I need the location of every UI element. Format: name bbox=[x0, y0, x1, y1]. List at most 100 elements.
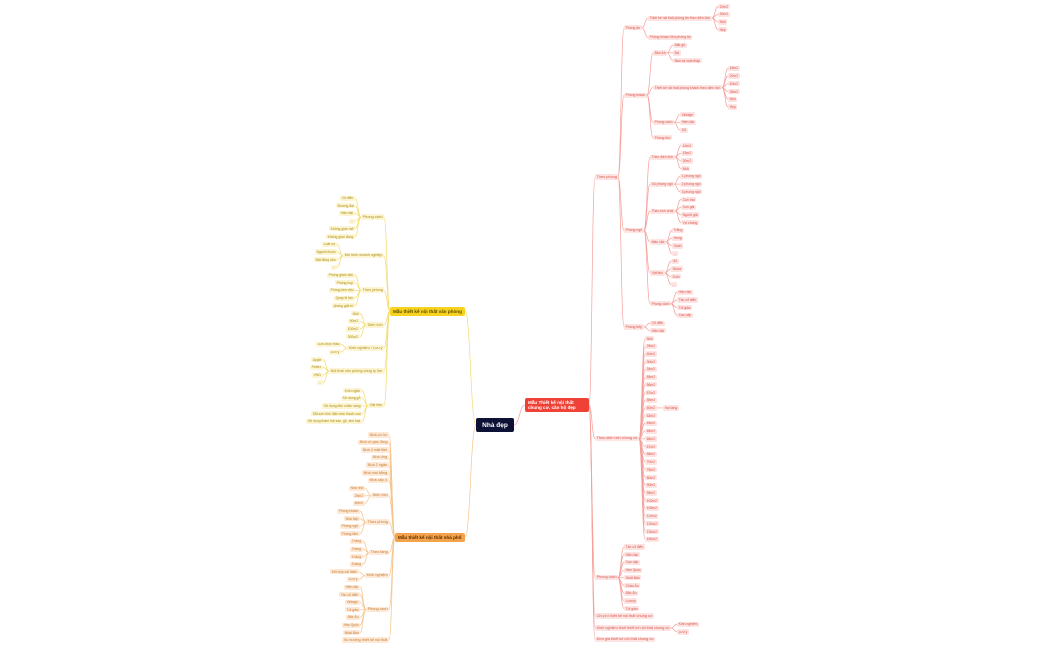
leaf-node[interactable]: ... bbox=[672, 251, 679, 257]
leaf-node[interactable]: Tân cổ điển bbox=[624, 544, 645, 550]
leaf-node[interactable]: Kinh nghiệm bbox=[677, 621, 700, 627]
topic-node[interactable]: Vật liệu bbox=[368, 402, 384, 409]
leaf-node[interactable]: 40m2 bbox=[728, 81, 740, 87]
topic-node[interactable]: Nhà mái bằng bbox=[362, 470, 389, 476]
main-branch-node[interactable]: Mẫu thiết kế nội thất nhà phố bbox=[395, 532, 465, 542]
leaf-node[interactable]: 80m2 bbox=[645, 474, 657, 481]
leaf-node[interactable]: Hồng bbox=[672, 235, 684, 241]
leaf-node[interactable]: 4 tầng bbox=[350, 554, 363, 560]
leaf-node[interactable]: Tân cổ điển bbox=[339, 592, 360, 598]
leaf-node[interactable]: Sử dụng thảm trải sàn, gỗ, kim loại bbox=[306, 418, 362, 424]
leaf-node[interactable]: VNG bbox=[312, 372, 323, 378]
leaf-node[interactable]: Cổ điển bbox=[650, 320, 665, 326]
leaf-node[interactable]: 2 phòng ngủ bbox=[680, 181, 703, 187]
leaf-node[interactable]: 62m2 bbox=[645, 413, 657, 419]
topic-node[interactable]: Nhà 2 ngăn bbox=[366, 462, 389, 468]
leaf-node[interactable]: Lưu ý bbox=[677, 629, 689, 635]
topic-node[interactable]: Nội thất văn phòng công ty lớn bbox=[329, 368, 384, 374]
leaf-node[interactable]: ... bbox=[317, 380, 324, 386]
leaf-node[interactable]: Phòng khách liền phòng ăn bbox=[648, 34, 693, 41]
leaf-node[interactable]: Nhật Bản bbox=[624, 575, 642, 581]
leaf-node[interactable]: Fedex bbox=[310, 364, 323, 371]
subtopic-node[interactable]: Thiết kế nội thất phòng ăn theo diện tíc… bbox=[648, 15, 712, 21]
leaf-node[interactable]: 63m2 bbox=[645, 420, 657, 427]
central-topic[interactable]: Nhà đẹp bbox=[476, 418, 514, 432]
topic-node[interactable]: Theo phòng bbox=[595, 174, 619, 180]
leaf-node[interactable]: Phòng thờ bbox=[653, 135, 672, 141]
topic-node[interactable]: Phong cách bbox=[595, 574, 619, 581]
leaf-node[interactable]: 50m2 bbox=[348, 318, 360, 324]
leaf-node[interactable]: Nhựa bbox=[671, 266, 683, 272]
leaf-node[interactable]: Nhỏ bbox=[681, 166, 691, 172]
subtopic-node[interactable]: Màu sắc bbox=[650, 239, 667, 245]
leaf-node[interactable]: Tân cổ điển bbox=[677, 297, 698, 303]
leaf-node[interactable]: 150m2 bbox=[645, 536, 659, 542]
subtopic-node[interactable]: Số phòng ngủ bbox=[650, 181, 675, 187]
leaf-node[interactable]: Vintage bbox=[680, 112, 695, 118]
leaf-node[interactable]: Lưu ý bbox=[329, 349, 341, 355]
leaf-node[interactable]: Kết hợp cải thiện bbox=[330, 569, 359, 575]
leaf-node[interactable]: Phòng ngủ bbox=[340, 523, 360, 529]
topic-node[interactable]: Nhà cấp 4 bbox=[368, 477, 389, 484]
leaf-node[interactable]: Không gian đóng bbox=[326, 234, 355, 240]
leaf-node[interactable]: 30m2 bbox=[645, 359, 657, 365]
leaf-node[interactable]: 15m2 bbox=[681, 150, 693, 156]
leaf-node[interactable]: Con gái bbox=[681, 204, 696, 210]
leaf-node[interactable]: 35m2 bbox=[728, 88, 740, 95]
topic-node[interactable]: Theo tầng bbox=[369, 549, 390, 556]
leaf-node[interactable]: Cao cấp bbox=[677, 312, 693, 318]
subtopic-node[interactable]: Phòng bếp bbox=[624, 324, 644, 330]
leaf-node[interactable]: Cổ điển bbox=[340, 195, 355, 201]
leaf-node[interactable]: Hiện đại bbox=[680, 119, 696, 125]
leaf-node[interactable]: 95m2 bbox=[645, 490, 657, 496]
leaf-node[interactable]: 110m2 bbox=[645, 513, 659, 519]
topic-node[interactable]: Kinh nghiệm / Lưu ý bbox=[347, 345, 385, 351]
leaf-node[interactable]: 75m2 bbox=[645, 467, 657, 473]
leaf-node[interactable]: phòng giải trí bbox=[332, 303, 355, 309]
subtopic-node[interactable]: Phong cách bbox=[653, 119, 675, 125]
subtopic-node[interactable]: Thiết kế nội thất phòng khách theo diện … bbox=[653, 85, 722, 91]
leaf-node[interactable]: 3 tầng bbox=[350, 546, 363, 552]
topic-node[interactable]: Theo phòng bbox=[366, 519, 390, 525]
subtopic-node[interactable]: Phong cách bbox=[650, 301, 672, 307]
topic-node[interactable]: Chi phí thiết kế nội thất chung cư bbox=[595, 613, 654, 619]
leaf-node[interactable]: Nhà bếp bbox=[344, 516, 361, 522]
leaf-node[interactable]: Nhỏ bbox=[351, 311, 361, 317]
leaf-node[interactable]: Xanh bbox=[672, 243, 684, 249]
leaf-node[interactable]: Người già bbox=[681, 212, 700, 218]
leaf-node[interactable]: Hai tầng bbox=[663, 405, 679, 411]
leaf-node[interactable]: Kính ngăn bbox=[343, 388, 362, 394]
leaf-node[interactable]: Sắt sơn tĩnh điện trần thạch cao bbox=[311, 411, 363, 417]
leaf-node[interactable]: ... bbox=[331, 264, 338, 270]
topic-node[interactable]: Phong cách bbox=[366, 606, 390, 613]
leaf-node[interactable]: Phòng họp bbox=[335, 280, 355, 286]
leaf-node[interactable]: Lựa chọn thầu bbox=[316, 341, 342, 347]
leaf-node[interactable]: 130m2 bbox=[645, 528, 659, 535]
leaf-node[interactable]: Bất động sản bbox=[314, 257, 338, 263]
leaf-node[interactable]: 40m2 bbox=[645, 351, 657, 357]
leaf-node[interactable]: 55m2 bbox=[645, 374, 657, 380]
leaf-node[interactable]: Bàn và sofa thấp bbox=[673, 58, 702, 64]
leaf-node[interactable]: Vintage bbox=[345, 599, 360, 605]
leaf-node[interactable]: ... bbox=[349, 218, 356, 224]
topic-node[interactable]: Phong cách bbox=[361, 214, 385, 220]
leaf-node[interactable]: 100m2 bbox=[346, 326, 360, 332]
leaf-node[interactable]: Nhật Bản bbox=[343, 630, 361, 636]
leaf-node[interactable]: 67m2 bbox=[645, 444, 657, 450]
leaf-node[interactable]: 30m2 bbox=[718, 11, 730, 17]
leaf-node[interactable]: Hàn Quốc bbox=[342, 622, 361, 628]
leaf-node[interactable]: Phòng làm việc bbox=[329, 287, 356, 294]
leaf-node[interactable]: Nhà nhỏ bbox=[349, 485, 366, 491]
leaf-node[interactable]: Phòng giám đốc bbox=[327, 272, 355, 278]
leaf-node[interactable]: Sử dụng gỗ bbox=[341, 395, 362, 401]
leaf-node[interactable]: Phòng tắm bbox=[340, 531, 360, 537]
leaf-node[interactable]: Mặt gỗ bbox=[673, 42, 687, 48]
leaf-node[interactable]: Nhỏ bbox=[645, 335, 655, 342]
leaf-node[interactable]: Châu Âu bbox=[624, 583, 641, 589]
leaf-node[interactable]: Hiện đại bbox=[650, 328, 666, 334]
leaf-node[interactable]: Nhỏ bbox=[718, 19, 728, 25]
leaf-node[interactable]: Hàn Quốc bbox=[624, 567, 643, 573]
leaf-node[interactable]: 3 phòng ngủ bbox=[680, 189, 703, 195]
leaf-node[interactable]: Hẹp bbox=[728, 104, 738, 110]
leaf-node[interactable]: Kính bbox=[671, 274, 682, 280]
